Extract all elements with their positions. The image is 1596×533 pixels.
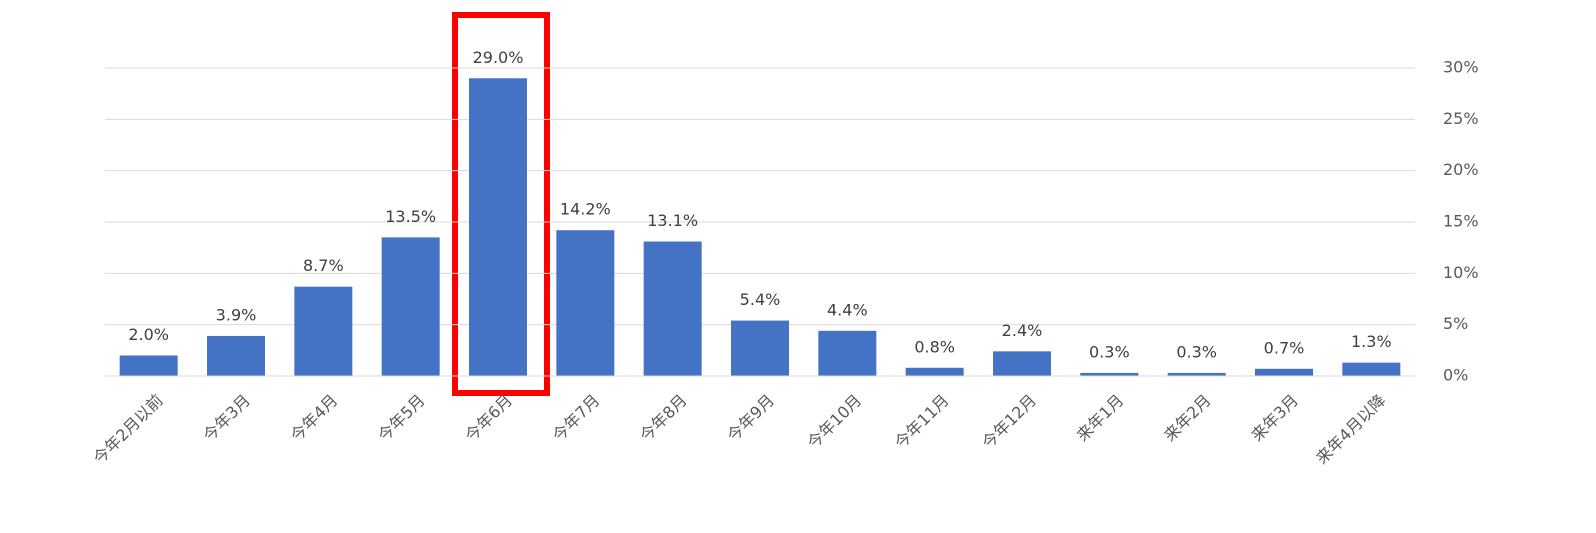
x-tick-label: 来年1月 — [1073, 391, 1128, 446]
x-tick-label: 今年9月 — [723, 391, 778, 446]
y-tick-label: 15% — [1443, 212, 1479, 231]
bar — [556, 230, 615, 376]
x-tick-label: 今年7月 — [549, 391, 604, 446]
bar — [1342, 362, 1401, 376]
x-tick-label: 今年4月 — [287, 391, 342, 446]
y-tick-label: 20% — [1443, 160, 1479, 179]
value-label: 13.5% — [385, 207, 436, 226]
value-label: 29.0% — [473, 48, 524, 67]
value-label: 4.4% — [827, 300, 868, 319]
x-tick-label: 今年8月 — [636, 391, 691, 446]
x-tick-label: 今年3月 — [199, 391, 254, 446]
y-tick-label: 5% — [1443, 314, 1468, 333]
value-label: 0.7% — [1264, 338, 1305, 357]
value-label: 2.4% — [1002, 321, 1043, 340]
x-tick-label: 来年2月 — [1160, 391, 1215, 446]
x-tick-label: 今年5月 — [374, 391, 429, 446]
value-label: 1.3% — [1351, 332, 1392, 351]
value-label: 0.3% — [1176, 342, 1217, 361]
value-label: 0.8% — [914, 337, 955, 356]
x-tick-label: 今年2月以前 — [89, 391, 166, 468]
y-tick-label: 10% — [1443, 263, 1479, 282]
bar — [731, 320, 789, 376]
bar — [469, 78, 527, 377]
value-label: 13.1% — [647, 211, 698, 230]
value-label: 3.9% — [216, 305, 257, 324]
value-label: 0.3% — [1089, 342, 1130, 361]
bar — [993, 351, 1051, 376]
x-tick-label: 今年6月 — [461, 391, 516, 446]
bar — [818, 330, 877, 376]
y-tick-label: 0% — [1443, 366, 1468, 385]
x-tick-label: 来年4月以降 — [1312, 391, 1389, 468]
bar — [1080, 372, 1139, 376]
x-tick-label: 今年12月 — [978, 391, 1040, 453]
y-tick-label: 30% — [1443, 58, 1479, 77]
bar — [119, 355, 178, 376]
bar — [643, 241, 702, 376]
y-tick-label: 25% — [1443, 109, 1479, 128]
bar — [207, 335, 265, 376]
value-label: 14.2% — [560, 200, 611, 219]
bar — [381, 237, 440, 376]
value-label: 2.0% — [128, 325, 169, 344]
value-label: 8.7% — [303, 256, 344, 275]
highlight-box — [452, 12, 550, 396]
x-tick-label: 今年10月 — [804, 391, 866, 453]
value-label: 5.4% — [740, 290, 781, 309]
x-tick-label: 今年11月 — [891, 391, 953, 453]
bar — [294, 286, 353, 376]
x-tick-label: 来年3月 — [1247, 391, 1302, 446]
bar — [1255, 368, 1313, 376]
bar — [905, 367, 964, 376]
bar — [1167, 372, 1226, 376]
